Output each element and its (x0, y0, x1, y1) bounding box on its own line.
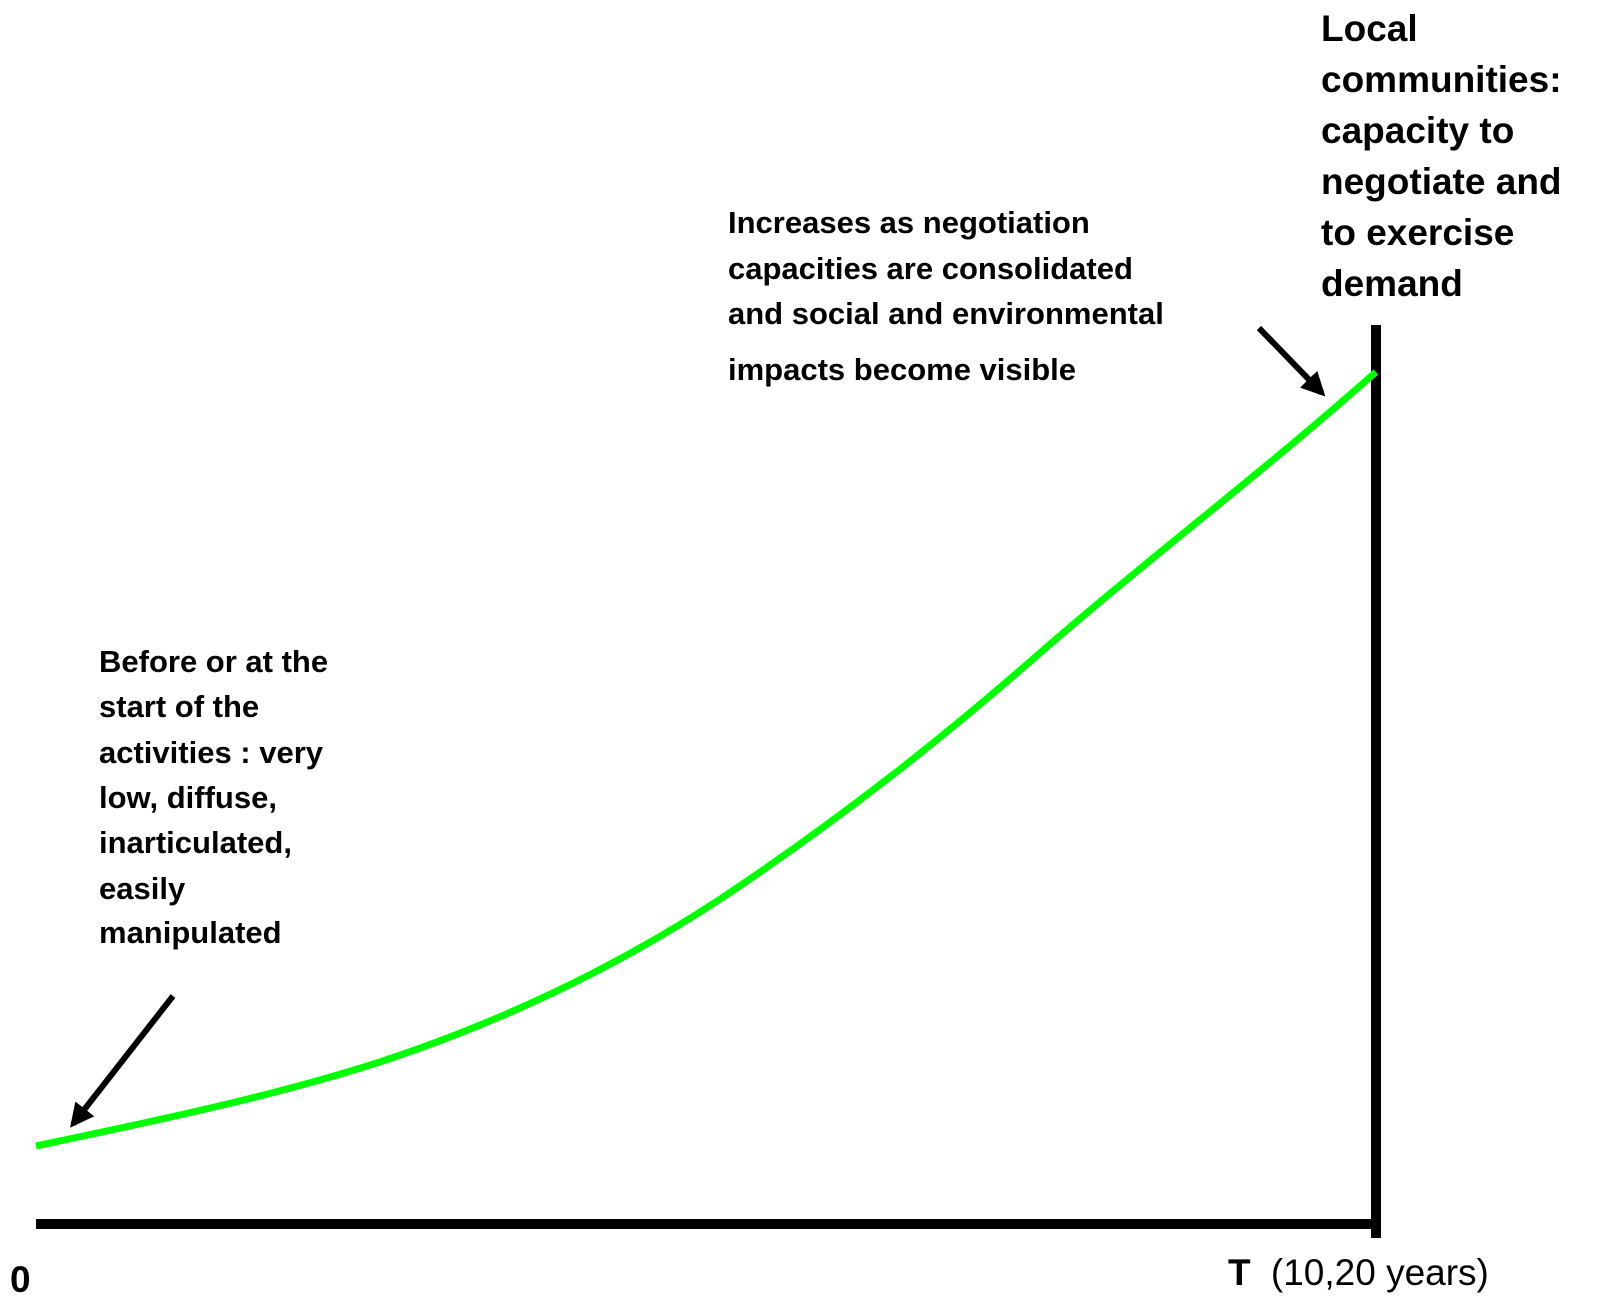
title-line: demand (1321, 263, 1463, 304)
annotation-line: Increases as negotiation (728, 205, 1090, 240)
annotation-line: easily (99, 871, 186, 906)
growth-curve (35, 369, 1379, 1150)
arrow (1256, 325, 1326, 397)
title-line: communities: (1321, 59, 1562, 100)
annotation-line: impacts become visible (728, 352, 1076, 387)
annotation-line: inarticulated, (99, 825, 292, 860)
annotation-line: low, diffuse, (99, 780, 277, 815)
annotation-line: start of the (99, 689, 259, 724)
annotation-line: and social and environmental (728, 296, 1164, 331)
x-axis-end-label: T (10,20 years) (1228, 1252, 1489, 1293)
title-line: negotiate and (1321, 161, 1562, 202)
origin-label: 0 (10, 1259, 31, 1300)
title-line: capacity to (1321, 110, 1514, 151)
arrow (70, 994, 176, 1128)
end-note: (10,20 years) (1271, 1252, 1489, 1293)
annotation-line: activities : very (99, 735, 324, 770)
title-line: to exercise (1321, 212, 1514, 253)
annotation-line: manipulated (99, 915, 282, 950)
title-line: Local (1321, 8, 1418, 49)
y-axis-title: Local communities: capacity to negotiate… (1321, 8, 1572, 304)
annotation-line: Before or at the (99, 644, 328, 679)
annotation-start: Before or at the start of the activities… (99, 644, 337, 950)
end-symbol: T (1228, 1252, 1251, 1293)
annotation-end: Increases as negotiation capacities are … (728, 205, 1172, 387)
annotation-line: capacities are consolidated (728, 251, 1133, 286)
